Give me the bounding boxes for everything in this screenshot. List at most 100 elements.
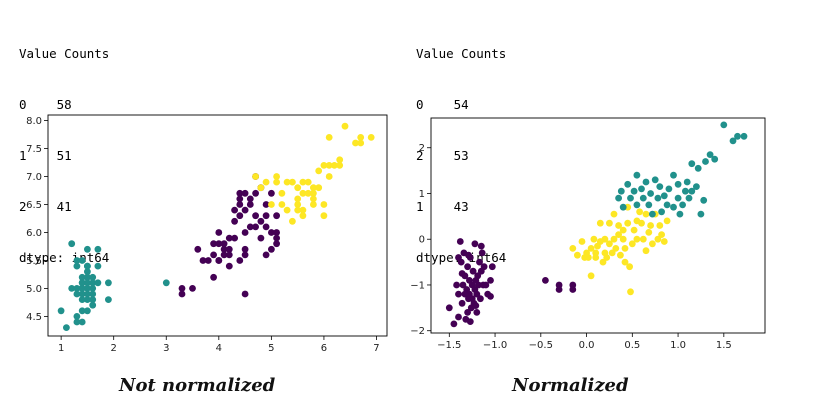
- data-point: [78, 257, 86, 264]
- x-tick-label: 0.5: [624, 340, 640, 351]
- data-point: [241, 206, 249, 214]
- data-point: [68, 240, 76, 248]
- data-point: [473, 309, 481, 316]
- data-point: [465, 251, 472, 259]
- y-tick-label: −2: [410, 326, 425, 337]
- data-point: [450, 320, 458, 328]
- data-point: [262, 212, 270, 220]
- data-point: [642, 210, 650, 218]
- data-point: [628, 240, 636, 248]
- data-point: [477, 267, 485, 275]
- data-point: [210, 273, 218, 281]
- data-point: [633, 171, 641, 179]
- data-point: [299, 178, 307, 186]
- data-point: [624, 180, 632, 188]
- data-point: [682, 187, 689, 195]
- data-point: [273, 173, 280, 180]
- data-point: [278, 189, 286, 197]
- data-point: [304, 189, 312, 197]
- data-point: [268, 229, 275, 236]
- data-point: [84, 290, 91, 298]
- data-point: [320, 201, 328, 208]
- data-point: [615, 194, 622, 202]
- caption-normalized: Normalized: [512, 375, 629, 396]
- data-point: [84, 273, 91, 281]
- data-point: [639, 194, 647, 202]
- x-tick-label: 1.5: [716, 340, 732, 351]
- row-label: 0: [416, 97, 424, 112]
- data-point: [262, 223, 270, 231]
- data-point: [488, 263, 496, 271]
- data-point: [241, 229, 249, 236]
- data-point: [78, 285, 86, 292]
- data-point: [670, 203, 677, 211]
- data-point: [569, 286, 577, 293]
- value-counts-row: 0 58: [19, 96, 109, 113]
- data-point: [619, 226, 627, 234]
- row-count: 53: [453, 148, 469, 163]
- data-point: [89, 301, 97, 309]
- data-point: [610, 210, 618, 218]
- data-point: [241, 245, 249, 253]
- data-point: [676, 210, 684, 218]
- caption-not-normalized: Not normalized: [119, 375, 276, 396]
- data-point: [633, 235, 641, 243]
- data-point: [649, 240, 656, 248]
- y-tick-label: −1: [410, 280, 425, 291]
- row-count: 58: [56, 97, 72, 112]
- value-counts-left: Value Counts 0 58 1 51 2 41 dtype: int64: [19, 11, 109, 283]
- chart-0: 1 2 3 4 5 6 7 4.5 5.0 5.5 6.0 6.5 7.0 7.5 8.0: [26, 114, 388, 354]
- data-point: [210, 240, 218, 248]
- data-point: [262, 201, 270, 208]
- y-tick-label: 5.0: [26, 284, 42, 295]
- data-point: [57, 307, 65, 315]
- data-point: [603, 254, 611, 261]
- data-point: [252, 173, 259, 180]
- data-point: [73, 257, 81, 264]
- data-point: [304, 178, 312, 186]
- data-point: [455, 313, 462, 321]
- data-point: [654, 194, 662, 202]
- data-point: [688, 187, 696, 195]
- x-tick-label: 7: [373, 343, 379, 354]
- data-point: [73, 290, 81, 298]
- data-point: [642, 178, 650, 186]
- data-point: [638, 185, 645, 193]
- data-point: [73, 262, 81, 270]
- data-point: [624, 219, 632, 227]
- data-point: [162, 279, 170, 287]
- data-point: [236, 189, 244, 197]
- data-point: [73, 313, 81, 320]
- data-point: [633, 201, 641, 209]
- y-tick-label: 7.0: [26, 172, 42, 183]
- data-point: [325, 173, 333, 180]
- data-point: [647, 222, 654, 229]
- data-point: [336, 156, 344, 164]
- data-point: [257, 234, 265, 242]
- data-point: [89, 296, 97, 303]
- data-point: [257, 217, 265, 225]
- data-point: [472, 302, 480, 309]
- data-point: [665, 185, 673, 193]
- data-point: [299, 212, 307, 220]
- data-point: [474, 272, 482, 280]
- data-point: [476, 258, 483, 266]
- data-point: [268, 201, 275, 208]
- data-point: [619, 235, 627, 243]
- data-point: [236, 212, 244, 220]
- y-tick-label: 2: [419, 143, 425, 154]
- data-point: [617, 187, 625, 195]
- data-point: [477, 242, 485, 250]
- data-point: [357, 134, 365, 141]
- data-point: [740, 132, 748, 140]
- data-point: [320, 212, 328, 220]
- data-point: [262, 178, 270, 186]
- data-point: [621, 245, 629, 252]
- data-point: [569, 245, 577, 252]
- data-point: [578, 238, 586, 245]
- data-point: [225, 262, 233, 270]
- data-point: [660, 238, 668, 245]
- row-count: 43: [453, 199, 469, 214]
- data-point: [241, 290, 249, 298]
- x-tick-label: −0.5: [529, 340, 553, 351]
